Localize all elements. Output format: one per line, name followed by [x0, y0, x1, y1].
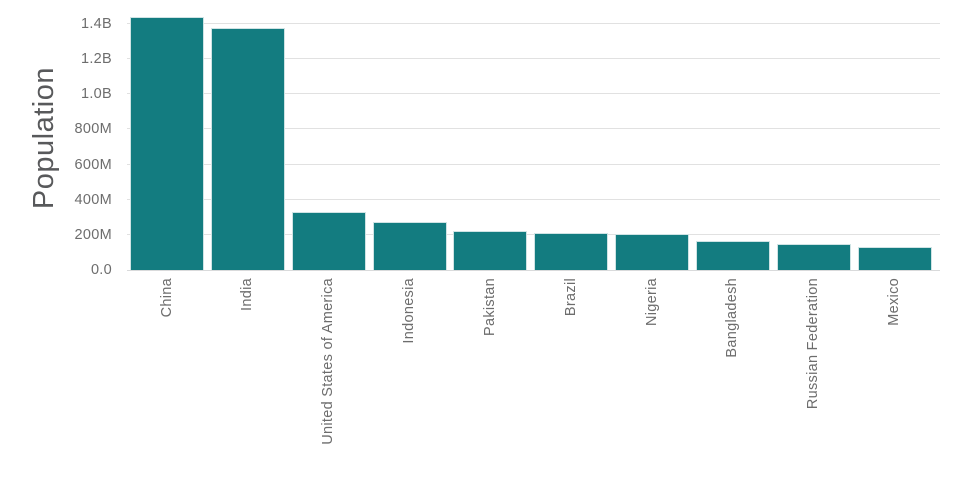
y-tick-label-200m: 200M: [74, 226, 112, 243]
y-tick-label-1-2b: 1.2B: [80, 51, 112, 68]
bar-china: [130, 17, 204, 270]
x-tick-label-indonesia: Indonesia: [401, 278, 418, 344]
gridline-1-4b: [127, 23, 940, 24]
bar-india: [210, 28, 285, 270]
x-tick-label-china: China: [158, 278, 175, 318]
y-tick-label-0-0: 0.0: [90, 262, 112, 278]
gridline-1-2b: [127, 58, 940, 60]
gridline-800m: [127, 128, 940, 130]
y-tick-label-1-0b: 1.0B: [80, 86, 112, 103]
bar-indonesia: [372, 222, 447, 270]
x-axis-tick-labels: China India United States of America Indone…: [127, 278, 940, 493]
bar-nigeria: [615, 234, 690, 270]
y-axis-tick-labels: 0.0 200M 400M 600M 800M 1.0B 1.2B 1.4B: [0, 0, 112, 278]
bar-pakistan: [453, 231, 528, 270]
plot-area: [127, 0, 940, 271]
gridline-200m: [127, 233, 940, 235]
y-tick-label-600m: 600M: [74, 156, 112, 173]
bar-russian-federation: [776, 244, 851, 270]
x-tick-label-india: India: [239, 278, 256, 311]
bar-mexico: [857, 247, 932, 270]
y-tick-label-1-4b: 1.4B: [80, 16, 112, 32]
x-tick-label-brazil: Brazil: [562, 278, 579, 317]
gridline-600m: [127, 163, 940, 165]
x-tick-label-pakistan: Pakistan: [481, 278, 498, 337]
bar-bangladesh: [695, 241, 770, 270]
gridline-1-0b: [127, 93, 940, 95]
bar-united-states-of-america: [291, 212, 366, 270]
y-tick-label-400m: 400M: [74, 191, 112, 208]
gridline-400m: [127, 198, 940, 200]
x-tick-label-russian-federation: Russian Federation: [805, 278, 822, 410]
x-tick-label-united-states-of-america: United States of America: [320, 278, 337, 445]
y-tick-label-800m: 800M: [74, 121, 112, 138]
x-tick-label-mexico: Mexico: [886, 278, 903, 326]
bar-brazil: [534, 233, 609, 270]
x-tick-label-bangladesh: Bangladesh: [724, 278, 741, 358]
x-tick-label-nigeria: Nigeria: [643, 278, 660, 327]
